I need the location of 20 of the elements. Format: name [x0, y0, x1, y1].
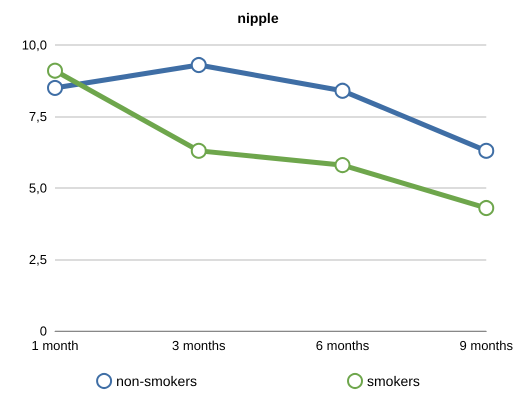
- y-tick-label: 0: [40, 324, 47, 338]
- y-tick-label: 2,5: [28, 252, 47, 267]
- point: [47, 62, 63, 79]
- x-tick-label: 3 months: [172, 338, 226, 353]
- y-tick-label: 5,0: [28, 180, 47, 196]
- y-tick-label: 7,5: [28, 109, 47, 124]
- point: [47, 80, 63, 96]
- x-tick-label: 1 month: [32, 338, 78, 353]
- x-tick-label: 9 months: [460, 338, 514, 353]
- chart-title: nipple: [237, 10, 279, 26]
- legend-label: smokers: [367, 373, 420, 389]
- point: [334, 82, 351, 99]
- point: [478, 142, 494, 159]
- point: [190, 142, 207, 159]
- point: [334, 157, 351, 174]
- legend-label: non-smokers: [116, 373, 198, 389]
- point: [190, 57, 207, 74]
- x-tick-label: 6 months: [316, 338, 370, 353]
- point: [478, 200, 494, 216]
- y-tick-label: 10,0: [22, 38, 47, 52]
